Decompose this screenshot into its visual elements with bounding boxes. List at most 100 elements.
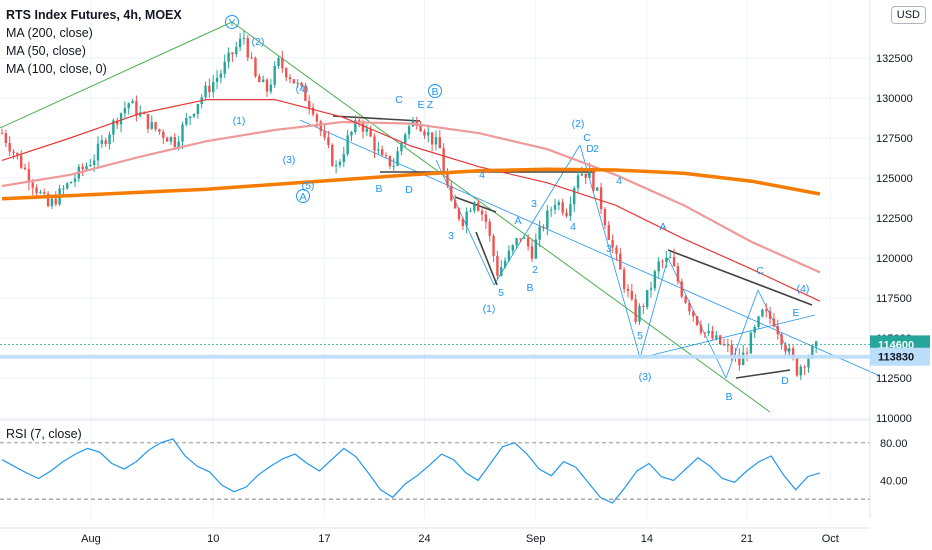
candle-body [630, 291, 634, 300]
candle-body [250, 57, 253, 59]
candle-body [684, 296, 687, 303]
wave-label: (2) [252, 36, 265, 48]
candle-body [227, 52, 230, 62]
candle-body [235, 47, 238, 55]
time-tick-label: 24 [418, 533, 430, 545]
candle-body [419, 125, 422, 132]
candle-body [212, 82, 215, 93]
wave-label: (5) [302, 180, 315, 192]
wave-label: D [781, 375, 789, 387]
candle-body [791, 348, 795, 359]
candle-body [4, 133, 8, 144]
candle-body [162, 131, 165, 138]
candle-body [634, 299, 637, 322]
time-tick-label: Oct [822, 533, 839, 545]
candle-body [519, 238, 522, 240]
candle-body [384, 155, 388, 157]
candle-body [603, 209, 607, 226]
candle-body [722, 344, 726, 346]
rsi-legend[interactable]: RSI (7, close) [6, 427, 82, 441]
candle-body [703, 332, 706, 334]
wave-label: B [725, 391, 732, 403]
wave-label: 3 [606, 243, 612, 255]
candle-body [480, 210, 484, 215]
candle-body [246, 38, 249, 58]
legend-ma50[interactable]: MA (50, close) [6, 44, 86, 58]
candle-body [753, 326, 756, 333]
candle-body [642, 305, 645, 307]
rsi-line [1, 438, 821, 504]
candle-body [365, 128, 369, 132]
candle-body [807, 357, 810, 368]
candle-body [96, 143, 100, 161]
candle-body [573, 188, 576, 205]
currency-button[interactable]: USD [890, 6, 926, 24]
candle-body [707, 330, 710, 334]
candle-body [711, 330, 714, 339]
candle-body [104, 140, 107, 145]
legend-ma200[interactable]: MA (200, close) [6, 26, 93, 40]
time-axis[interactable]: Aug101724Sep1421Oct6 [0, 527, 932, 545]
ma200-line [1, 167, 821, 201]
candle-body [119, 113, 123, 125]
candle-body [254, 57, 257, 77]
candle-body [265, 79, 269, 92]
price-tick-label: 127500 [876, 133, 913, 145]
candle-body [39, 192, 42, 194]
wave-circle [296, 189, 310, 203]
candle-body [718, 335, 722, 345]
candle-body [457, 208, 461, 220]
candle-body [749, 332, 753, 354]
candle-body [404, 134, 407, 143]
legend-title[interactable]: RTS Index Futures, 4h, MOEX [6, 8, 182, 22]
candle-body [473, 202, 476, 211]
candle-body [653, 271, 657, 289]
candle-body [12, 151, 15, 153]
wave-label: Z [427, 99, 434, 111]
candle-body [146, 114, 150, 129]
candle-body [73, 178, 77, 182]
candle-body [607, 225, 610, 240]
candle-body [373, 136, 376, 151]
wave-label: (3) [283, 154, 296, 166]
candle-body [811, 346, 814, 358]
candle-body [269, 84, 273, 92]
rsi-tick-label: 40.00 [880, 475, 908, 487]
candle-body [469, 210, 472, 212]
wave-label: C [395, 94, 403, 106]
candle-body [8, 143, 11, 152]
candle-body [66, 183, 69, 189]
candle-body [331, 144, 334, 166]
candle-body [515, 238, 518, 246]
price-tick-label: 112500 [876, 373, 912, 385]
time-tick-label: Aug [81, 533, 101, 545]
wave-label: 5 [637, 330, 643, 342]
candle-body [511, 245, 514, 251]
candle-body [561, 202, 564, 213]
candle-body [795, 358, 799, 376]
candle-body [553, 205, 557, 210]
legend-ma100[interactable]: MA (100, close, 0) [6, 62, 107, 76]
candle-body [450, 185, 453, 201]
candle-body [338, 162, 342, 166]
wave-label: 4 [616, 175, 622, 187]
candle-body [492, 235, 495, 256]
candle-body [361, 122, 365, 132]
candle-body [465, 211, 468, 226]
candle-body [292, 79, 296, 84]
wave-label: 2 [532, 264, 538, 276]
candle-body [488, 221, 491, 236]
wave-circle [428, 84, 442, 98]
candle-body [669, 256, 672, 258]
candle-body [85, 165, 88, 170]
candle-body [726, 344, 730, 346]
candle-body [116, 120, 119, 125]
candle-body [427, 132, 430, 136]
candle-body [638, 305, 641, 322]
candle-body [196, 104, 200, 114]
candle-body [150, 122, 153, 129]
level-tag [870, 347, 930, 366]
price-axis[interactable]: 1100001125001150001175001200001225001250… [0, 0, 930, 518]
candle-body [62, 188, 65, 190]
